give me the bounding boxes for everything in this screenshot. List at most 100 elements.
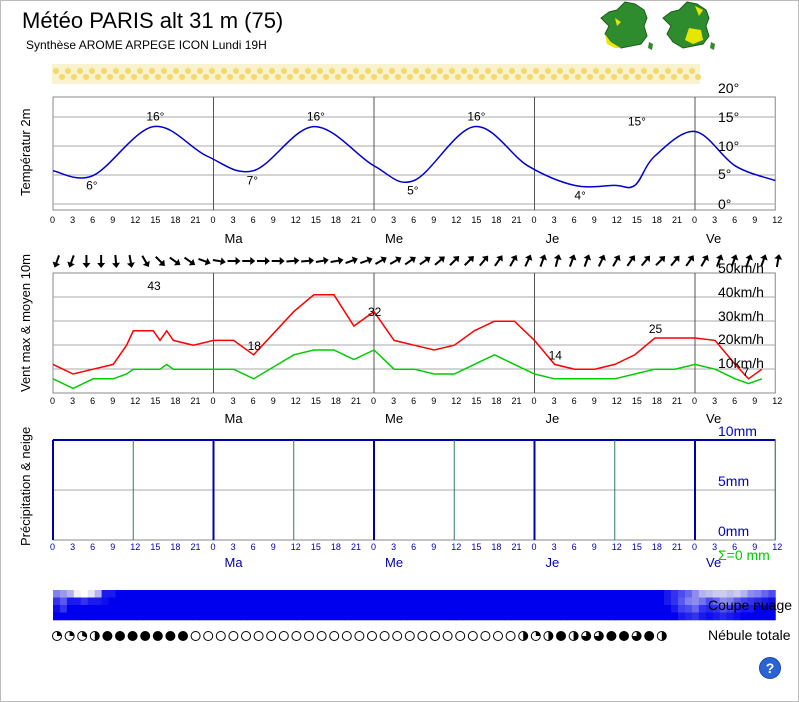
cloud-cell — [698, 590, 707, 598]
cloud-cell — [601, 612, 610, 621]
precip-hour-tick: 12 — [612, 542, 622, 552]
sun-dot — [455, 74, 461, 80]
nebula-circle — [228, 631, 239, 641]
precip-hour-tick: 15 — [471, 542, 481, 552]
nebula-fill — [581, 631, 591, 641]
precip-hour-tick: 21 — [511, 542, 521, 552]
cloud-cell — [476, 597, 485, 606]
wind-data-label: 18 — [248, 339, 262, 353]
cloud-cell — [726, 612, 735, 621]
cloud-cell — [705, 597, 714, 606]
cloud-cell — [184, 605, 193, 613]
cloud-cell — [400, 597, 408, 606]
wind-direction-arrow — [126, 254, 135, 268]
cloud-cell — [684, 612, 693, 621]
cloud-cell — [691, 597, 700, 606]
cloud-cell — [615, 597, 623, 606]
precip-hour-tick: 18 — [652, 542, 662, 552]
cloud-cell — [268, 590, 276, 598]
temperature-hour-tick: 3 — [552, 215, 557, 225]
cloud-cell — [247, 612, 255, 621]
wind-direction-arrow — [183, 256, 196, 266]
cloud-cell — [261, 597, 269, 606]
wind-direction-arrow — [760, 254, 768, 267]
france-map-icon[interactable] — [659, 0, 717, 52]
france-map-icon[interactable] — [597, 0, 655, 52]
cloud-cell — [400, 590, 408, 598]
sun-dot — [437, 68, 443, 74]
cloud-cell — [240, 590, 248, 598]
sun-dot — [305, 68, 311, 74]
cloud-cell — [705, 612, 714, 621]
wind-hour-tick: 18 — [652, 396, 662, 406]
sun-dot — [497, 68, 503, 74]
nebula-fill — [94, 631, 100, 641]
wind-direction-arrow — [359, 256, 373, 265]
cloud-cell — [566, 590, 575, 598]
temperature-data-label: 6° — [86, 179, 98, 193]
cloud-cell — [94, 605, 103, 613]
cloud-cell — [650, 590, 658, 598]
cloud-cell — [233, 612, 242, 621]
cloud-cell — [573, 590, 582, 598]
precip-hour-tick: 6 — [732, 542, 737, 552]
sun-dot — [365, 68, 371, 74]
cloud-cell — [198, 597, 207, 606]
cloud-cell — [497, 597, 505, 606]
temperature-hour-tick: 15 — [471, 215, 481, 225]
sun-dot — [149, 68, 155, 74]
temperature-hour-tick: 3 — [391, 215, 396, 225]
cloud-cell — [428, 605, 436, 613]
cloud-cell — [330, 612, 339, 621]
cloud-cell — [684, 597, 693, 606]
cloud-cell — [678, 605, 686, 613]
temperature-day-label: Je — [546, 231, 560, 246]
cloud-cell — [754, 605, 762, 613]
cloud-cell — [358, 605, 367, 613]
sun-dot — [137, 68, 143, 74]
cloud-cell — [351, 605, 360, 613]
cloud-cell — [643, 612, 651, 621]
cloud-cell — [178, 597, 186, 606]
cloud-cell — [518, 590, 526, 598]
cloud-cell — [671, 612, 679, 621]
cloud-cell — [400, 612, 408, 621]
cloud-cell — [497, 612, 505, 621]
cloud-cell — [73, 597, 82, 606]
cloud-cell — [143, 590, 151, 598]
cloud-cell — [664, 605, 672, 613]
cloud-cell — [747, 590, 755, 598]
cloud-cell — [240, 612, 248, 621]
cloud-cell — [698, 612, 707, 621]
cloud-cell — [303, 612, 311, 621]
temperature-hour-tick: 0 — [532, 215, 537, 225]
temperature-hour-tick: 0 — [50, 215, 55, 225]
cloud-cell — [365, 605, 373, 613]
cloud-cell — [309, 597, 318, 606]
nebula-label: Nébule totale — [708, 627, 791, 643]
cloud-cell — [66, 612, 75, 621]
wind-scale-50: 50km/h — [718, 260, 764, 276]
nebula-fill — [57, 631, 62, 636]
wind-direction-arrow — [242, 257, 256, 265]
cloud-cell — [101, 605, 110, 613]
temperature-series-line — [52, 125, 776, 189]
cloud-cell — [330, 597, 339, 606]
cloud-cell — [157, 597, 165, 606]
nebula-fill — [153, 631, 163, 641]
cloud-cell — [219, 590, 228, 598]
cloud-cell — [553, 590, 561, 598]
precip-hour-tick: 0 — [692, 542, 697, 552]
cloud-cell — [226, 597, 235, 606]
temperature-frame — [52, 96, 776, 211]
cloud-cell — [469, 597, 478, 606]
nebula-circle — [215, 631, 226, 641]
cloud-cell — [622, 597, 630, 606]
help-icon[interactable]: ? — [759, 657, 781, 679]
sun-dot — [629, 68, 635, 74]
precip-hour-tick: 18 — [170, 542, 180, 552]
nebula-circle — [316, 631, 327, 641]
wind-hour-tick: 21 — [190, 396, 200, 406]
cloud-cell — [122, 590, 130, 598]
cloud-cell — [462, 605, 471, 613]
